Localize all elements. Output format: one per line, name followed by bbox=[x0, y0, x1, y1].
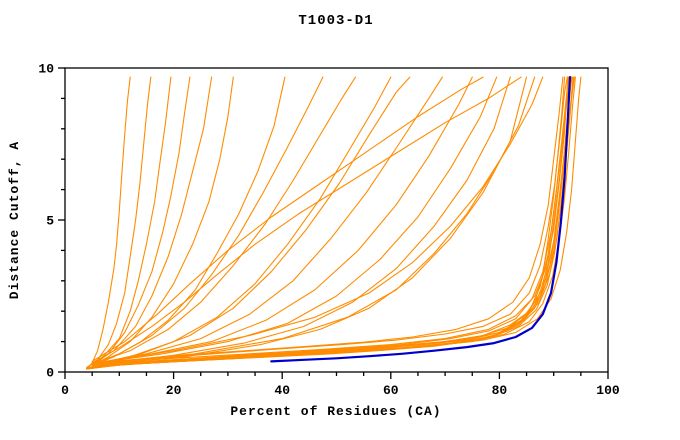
y-tick-label: 10 bbox=[38, 62, 54, 77]
model-curve bbox=[91, 76, 484, 362]
x-tick-label: 80 bbox=[492, 383, 508, 398]
model-curve bbox=[97, 76, 536, 364]
model-curve bbox=[94, 76, 411, 365]
model-curve bbox=[91, 76, 191, 367]
x-tick-label: 100 bbox=[596, 383, 620, 398]
model-curve bbox=[86, 76, 152, 368]
x-tick-label: 20 bbox=[166, 383, 182, 398]
y-axis-label: Distance Cutoff, A bbox=[7, 141, 22, 299]
model-curve bbox=[88, 76, 172, 367]
model-curve bbox=[86, 76, 566, 370]
axis-ticks-layer bbox=[58, 67, 609, 379]
model-curve bbox=[91, 76, 392, 367]
x-tick-label: 60 bbox=[383, 383, 399, 398]
x-tick-label: 40 bbox=[274, 383, 290, 398]
model-curve bbox=[97, 76, 443, 364]
model-curve bbox=[91, 76, 324, 365]
model-curve bbox=[88, 76, 568, 368]
model-curve bbox=[91, 76, 522, 364]
model-curve bbox=[94, 76, 357, 364]
x-axis-label: Percent of Residues (CA) bbox=[230, 404, 441, 419]
model-curve bbox=[91, 76, 570, 368]
model-curve bbox=[97, 76, 511, 365]
model-curve bbox=[86, 76, 582, 370]
model-curve bbox=[107, 76, 569, 364]
curves-layer bbox=[86, 75, 582, 370]
y-tick-label: 5 bbox=[46, 214, 54, 229]
model-curve bbox=[97, 76, 544, 364]
model-curve bbox=[91, 76, 286, 367]
model-curve bbox=[97, 76, 473, 364]
y-tick-label: 0 bbox=[46, 366, 54, 381]
highlight-curve bbox=[270, 75, 572, 363]
model-curve bbox=[91, 76, 213, 365]
chart-title: T1003-D1 bbox=[298, 13, 373, 29]
x-tick-label: 0 bbox=[61, 383, 69, 398]
model-curve bbox=[97, 76, 498, 364]
model-curve bbox=[91, 76, 234, 367]
axis-tick-labels-layer: 0 20 40 60 80 100 0 5 10 bbox=[38, 62, 620, 399]
model-curve bbox=[86, 76, 131, 370]
